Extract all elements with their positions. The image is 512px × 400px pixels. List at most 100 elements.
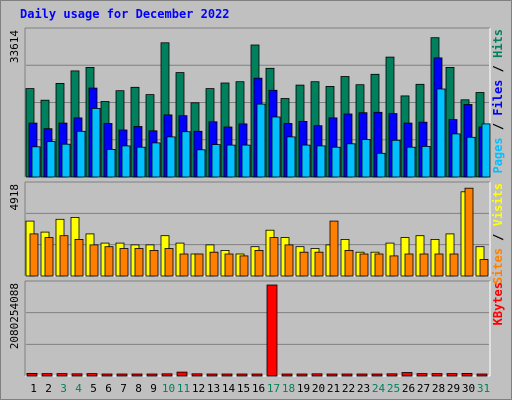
bar-pages [241,144,251,178]
xtick-label: 5 [90,382,97,395]
legend-item-kbytes: KBytes [491,282,505,325]
bar-sites [179,253,189,277]
bar-kbytes [71,373,83,377]
bar-pages [76,130,86,178]
bar-kbytes [461,372,473,377]
xtick-label: 11 [177,382,190,395]
xtick-label: 24 [372,382,386,395]
bar-kbytes [101,373,113,377]
bar-kbytes [26,372,38,377]
plot-area [25,281,490,376]
xtick-label: 17 [267,382,280,395]
legend-2: KBytes [491,282,505,325]
bar-kbytes [386,373,398,377]
xtick-label: 7 [120,382,127,395]
legend-separator: / [491,116,505,138]
bar-kbytes [221,373,233,377]
bar-kbytes [476,373,488,377]
xtick-label: 15 [237,382,250,395]
bar-pages [436,88,446,178]
chart-title: Daily usage for December 2022 [20,7,230,21]
legend-item-sites: Sites [491,248,505,284]
bar-pages [466,136,476,178]
bar-pages [271,116,281,178]
xtick-label: 30 [462,382,475,395]
bar-kbytes [131,373,143,377]
bar-pages [331,146,341,178]
bar-pages [481,123,491,178]
bar-kbytes [191,373,203,377]
bar-pages [451,133,461,178]
xtick-label: 26 [402,382,415,395]
bar-pages [421,145,431,178]
bar-kbytes [206,373,218,377]
bar-kbytes [296,373,308,377]
bar-kbytes [446,373,458,377]
bar-sites [479,259,489,277]
bar-pages [391,139,401,178]
xtick-label: 25 [387,382,400,395]
ytick-max-label: 33614 [8,30,21,63]
bar-sites [389,255,399,277]
xtick-label: 13 [207,382,220,395]
xtick-label: 28 [432,382,445,395]
bar-kbytes [161,373,173,377]
xtick-label: 19 [297,382,310,395]
bar-sites [344,249,354,277]
bar-sites [59,235,69,277]
bar-pages [151,142,161,178]
bar-kbytes [311,373,323,377]
bar-sites [89,244,99,277]
bar-sites [134,248,144,277]
bar-pages [406,146,416,178]
xtick-label: 6 [105,382,112,395]
xtick-label: 10 [162,382,175,395]
xtick-label: 2 [45,382,52,395]
bar-kbytes [56,373,68,377]
xtick-label: 4 [75,382,82,395]
bar-sites [284,244,294,277]
bar-pages [91,108,101,178]
xtick-label: 3 [60,382,67,395]
bar-sites [44,237,54,277]
bar-pages [376,152,386,178]
bar-pages [31,146,41,178]
bar-kbytes [416,373,428,377]
xtick-label: 21 [327,382,340,395]
bar-pages [196,149,206,178]
legend-separator: / [491,226,505,248]
bar-sites [299,251,309,277]
xtick-label: 1 [30,382,37,395]
bar-kbytes [236,373,248,377]
bar-sites [269,237,279,277]
bar-sites [254,249,264,277]
bar-kbytes [86,373,98,377]
legend-item-pages: Pages [491,137,505,173]
bar-sites [329,220,339,277]
bar-sites [449,253,459,277]
bar-kbytes [356,373,368,377]
bar-pages [346,143,356,178]
xtick-label: 31 [477,382,490,395]
bar-sites [419,253,429,277]
legend-0: Pages / Files / Hits [491,29,505,174]
bar-kbytes [371,373,383,377]
bar-kbytes [401,372,413,377]
bar-sites [359,253,369,277]
bar-pages [226,144,236,178]
bar-kbytes [341,373,353,377]
bar-kbytes [266,284,278,377]
bar-sites [239,255,249,277]
legend-1: Sites / Visits [491,183,505,284]
bar-sites [374,253,384,277]
ytick-max-label: 2080254088 [8,283,21,349]
bar-sites [29,233,39,277]
legend-item-files: Files [491,80,505,116]
bar-sites [194,253,204,277]
bar-kbytes [116,373,128,377]
bar-kbytes [176,371,188,377]
bar-sites [224,253,234,277]
legend-separator: / [491,58,505,80]
bar-pages [121,145,131,178]
